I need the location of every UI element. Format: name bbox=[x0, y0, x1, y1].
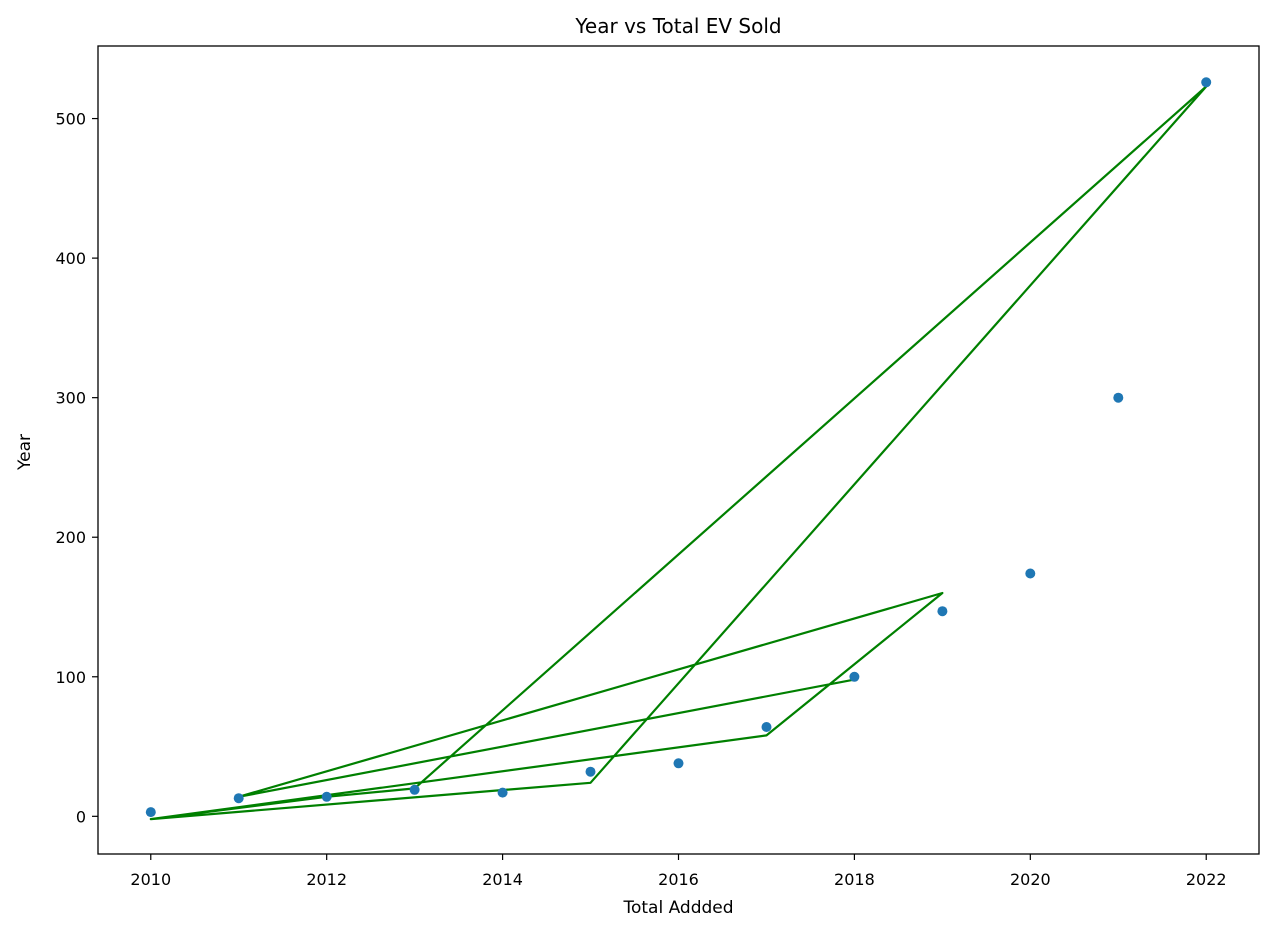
x-axis-label: Total Addded bbox=[622, 898, 733, 918]
scatter-point bbox=[1201, 77, 1212, 88]
x-tick-label: 2022 bbox=[1186, 870, 1227, 889]
y-tick-label: 100 bbox=[55, 668, 86, 687]
scatter-point bbox=[145, 807, 156, 818]
scatter-point bbox=[233, 793, 244, 804]
y-tick-label: 0 bbox=[76, 807, 86, 826]
scatter-point bbox=[673, 758, 684, 769]
x-tick-label: 2020 bbox=[1010, 870, 1051, 889]
scatter-point bbox=[1113, 392, 1124, 403]
chart-title: Year vs Total EV Sold bbox=[574, 14, 781, 38]
y-axis: 0 100 200 300 400 500 bbox=[55, 110, 98, 826]
y-tick-label: 300 bbox=[55, 389, 86, 408]
scatter-point bbox=[849, 671, 860, 682]
x-tick-label: 2010 bbox=[130, 870, 171, 889]
x-tick-label: 2012 bbox=[306, 870, 347, 889]
y-axis-label: Year bbox=[15, 434, 35, 471]
scatter-point bbox=[497, 787, 508, 798]
x-axis: 2010 2012 2014 2016 2018 2020 2022 bbox=[130, 854, 1227, 889]
scatter-point bbox=[937, 606, 948, 617]
scatter-point bbox=[409, 784, 420, 795]
x-tick-label: 2016 bbox=[658, 870, 699, 889]
y-tick-label: 500 bbox=[55, 110, 86, 129]
scatter-point bbox=[585, 766, 596, 777]
x-tick-label: 2014 bbox=[482, 870, 523, 889]
scatter-point bbox=[761, 722, 772, 732]
y-tick-label: 200 bbox=[55, 528, 86, 547]
y-tick-label: 400 bbox=[55, 249, 86, 268]
plot-area bbox=[145, 77, 1212, 821]
scatter-point bbox=[1025, 568, 1036, 579]
x-tick-label: 2018 bbox=[834, 870, 875, 889]
scatter-point bbox=[321, 791, 332, 802]
line-series bbox=[149, 85, 1208, 821]
